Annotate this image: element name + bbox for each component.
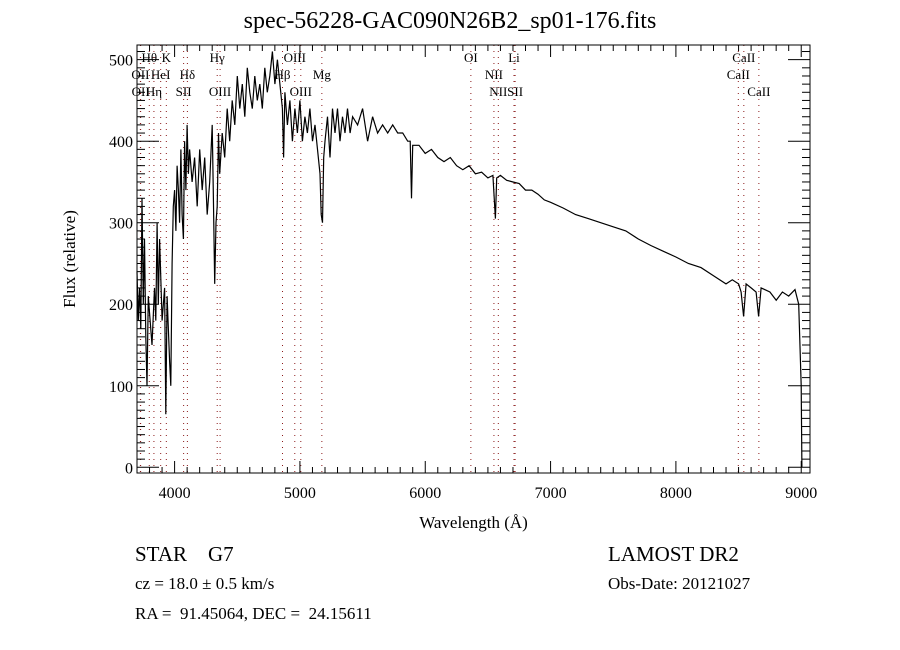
x-tick-label: 6000 (409, 485, 441, 502)
obs-date: Obs-Date: 20121027 (608, 574, 751, 593)
line-marker-label: Hη (146, 84, 162, 99)
line-marker-label: HeI (151, 67, 171, 82)
redshift: cz = 18.0 ± 0.5 km/s (135, 574, 275, 593)
line-marker-label: NII (485, 67, 503, 82)
y-axis-label: Flux (relative) (60, 210, 79, 308)
x-tick-label: 8000 (660, 485, 692, 502)
y-tick-label: 200 (109, 297, 133, 314)
coordinates: RA = 91.45064, DEC = 24.15611 (135, 604, 372, 623)
x-tick-label: 9000 (785, 485, 817, 502)
plot-frame (136, 44, 811, 474)
x-tick-label: 4000 (159, 485, 191, 502)
line-marker-label: NII (489, 84, 507, 99)
line-marker-label: OII (131, 67, 149, 82)
line-marker-label: Hδ (180, 67, 196, 82)
line-marker-label: Mg (313, 67, 332, 82)
line-marker-label: SII (507, 84, 523, 99)
x-tick-label: 5000 (284, 485, 316, 502)
line-marker-label: SII (176, 84, 192, 99)
y-tick-label: 100 (109, 379, 133, 396)
line-marker-label: Li (508, 50, 520, 65)
y-tick-label: 400 (109, 134, 133, 151)
line-marker-label: Hθ (141, 50, 157, 65)
line-marker-label: K (162, 50, 172, 65)
y-tick-label: 0 (125, 460, 133, 477)
survey-name: LAMOST DR2 (608, 542, 739, 566)
spectrum-line (136, 51, 803, 468)
x-axis-label: Wavelength (Å) (419, 513, 528, 532)
line-marker-label: CaII (727, 67, 750, 82)
line-marker-label: OIII (209, 84, 231, 99)
line-marker-label: OIII (284, 50, 306, 65)
y-tick-label: 500 (109, 53, 133, 70)
line-marker-label: OII (132, 84, 150, 99)
y-tick-label: 300 (109, 216, 133, 233)
line-marker-label: OIII (290, 84, 312, 99)
subclass: G7 (208, 542, 234, 566)
line-marker-label: CaII (747, 84, 770, 99)
object-class: STAR (135, 542, 187, 566)
line-marker-label: OI (464, 50, 478, 65)
x-tick-label: 7000 (535, 485, 567, 502)
line-marker-label: CaII (732, 50, 755, 65)
chart-title: spec-56228-GAC090N26B2_sp01-176.fits (243, 8, 657, 34)
line-marker-label: Hγ (210, 50, 225, 65)
